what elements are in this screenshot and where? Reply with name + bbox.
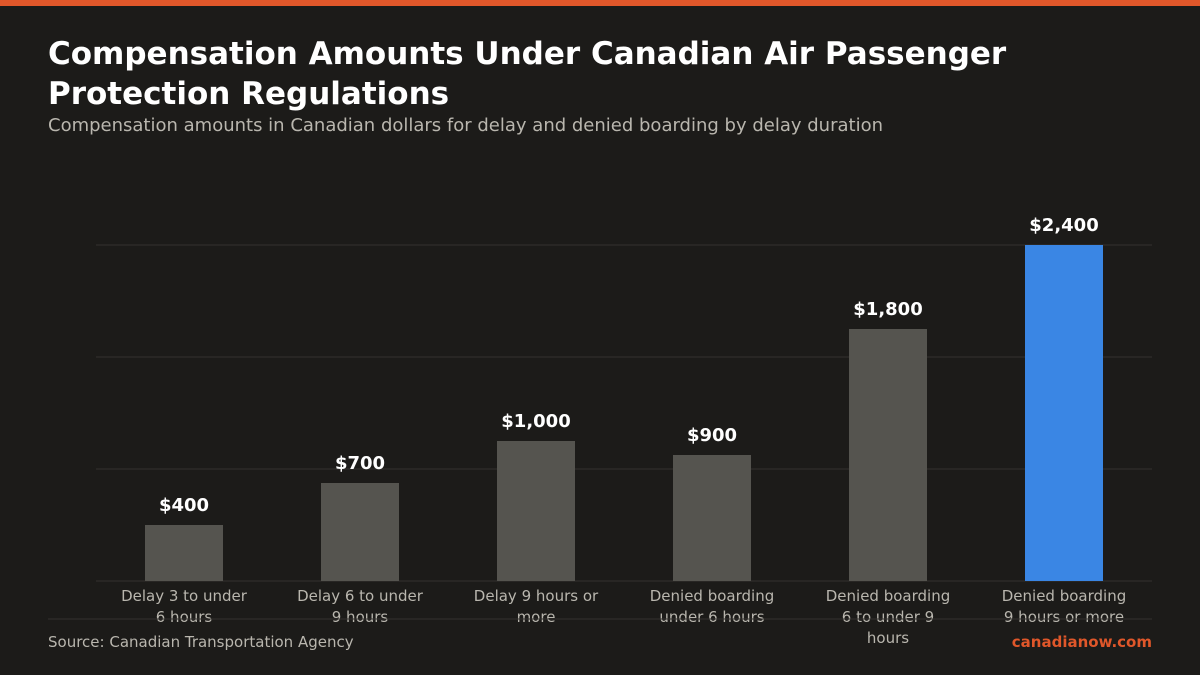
- data-label: $1,800: [853, 299, 922, 320]
- x-tick-label: Delay 3 to under: [121, 587, 248, 605]
- x-tick-label: Denied boarding: [1002, 587, 1126, 605]
- bar: [321, 483, 399, 581]
- bar: [673, 455, 751, 581]
- chart-title: Compensation Amounts Under Canadian Air …: [48, 36, 1007, 112]
- bar: [497, 441, 575, 581]
- brand-link[interactable]: canadianow.com: [1011, 633, 1152, 651]
- bar: [849, 329, 927, 581]
- x-tick-label: 6 hours: [156, 608, 213, 626]
- data-label: $2,400: [1029, 215, 1098, 236]
- x-tick-label: Denied boarding: [826, 587, 950, 605]
- x-tick-label: 9 hours: [332, 608, 389, 626]
- x-tick-label: Denied boarding: [650, 587, 774, 605]
- data-label: $1,000: [501, 411, 570, 432]
- bar: [145, 525, 223, 581]
- x-tick-label: Delay 9 hours or: [474, 587, 599, 605]
- x-tick-label: more: [517, 608, 556, 626]
- bar: [1025, 245, 1103, 581]
- data-label: $900: [687, 425, 737, 446]
- chart-subtitle: Compensation amounts in Canadian dollars…: [48, 115, 883, 136]
- data-label: $700: [335, 453, 385, 474]
- x-tick-label: 6 to under 9: [842, 608, 934, 626]
- x-tick-label: under 6 hours: [659, 608, 764, 626]
- source-note: Source: Canadian Transportation Agency: [48, 633, 354, 651]
- data-label: $400: [159, 495, 209, 516]
- x-tick-label: hours: [867, 629, 909, 647]
- accent-top-bar: [0, 0, 1200, 6]
- x-tick-label: Delay 6 to under: [297, 587, 424, 605]
- x-tick-label: 9 hours or more: [1004, 608, 1124, 626]
